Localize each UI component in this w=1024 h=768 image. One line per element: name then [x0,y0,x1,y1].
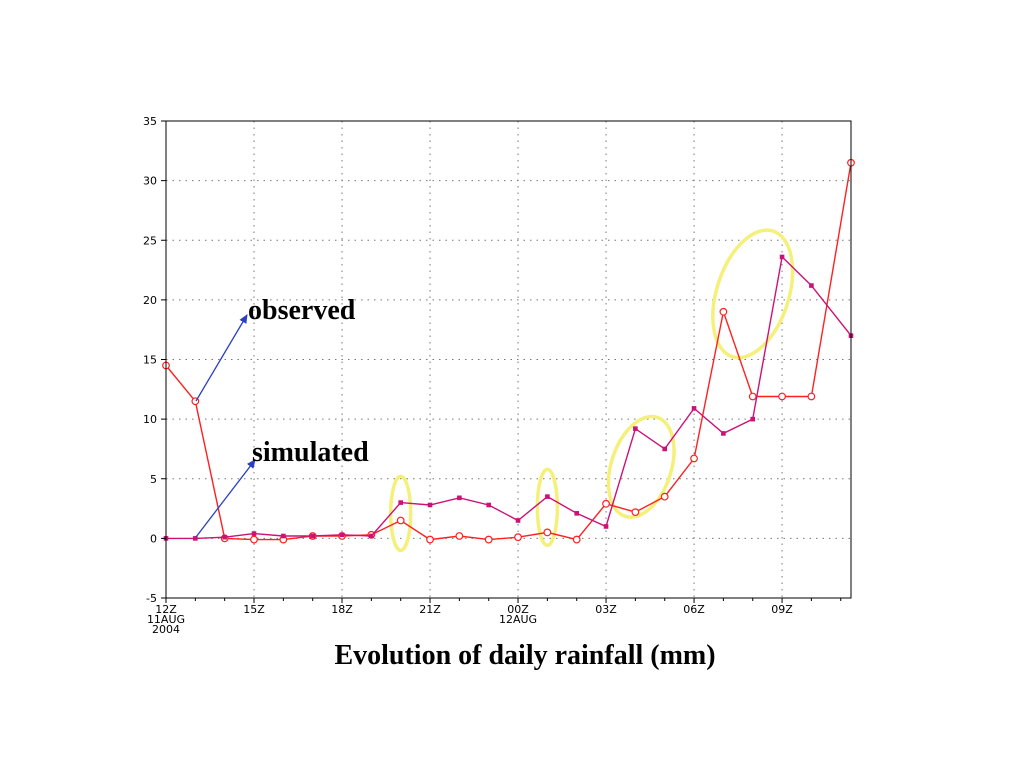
y-tick-label: -5 [146,592,157,605]
simulated-point [251,531,257,536]
annotation-arrow-observed [195,314,248,402]
observed-point [602,499,610,508]
simulated-point [750,416,756,422]
observed-point [660,492,669,501]
observed-point [396,516,405,525]
x-tick-label: 03Z [595,603,617,616]
simulated-point [779,254,785,260]
simulated-point [281,533,286,539]
observed-point [778,392,786,401]
simulated-point [427,502,433,508]
annotation-label-simulated: simulated [252,437,369,468]
x-tick-label: 06Z [683,603,705,616]
observed-point [748,392,757,401]
highlight-ellipse [711,228,795,360]
y-tick-label: 15 [143,354,157,367]
y-tick-label: 0 [150,532,157,545]
annotations: observed simulated [195,295,369,538]
y-tick-label: 20 [143,294,157,307]
observed-point [631,508,640,517]
simulated-point [691,406,697,411]
simulated-point [721,431,726,436]
chart-caption: Evolution of daily rainfall (mm) [334,640,716,671]
y-tick-label: 30 [143,175,157,188]
y-tick-label: 35 [143,115,157,128]
simulated-point [545,494,550,499]
x-tick-label: 15Z [243,603,265,616]
annotation-label-observed: observed [248,295,356,326]
observed-point [484,535,493,544]
x-tick-label: 21Z [419,603,441,616]
simulated-point [662,446,668,452]
y-tick-label: 5 [150,473,157,486]
observed-point [543,528,552,537]
annotation-arrow-simulated [195,459,256,538]
observed-point [455,532,464,540]
highlight-ellipse [535,467,560,548]
x-tick-label: 12AUG [499,613,537,626]
x-tick-label: 12Z [155,603,177,616]
x-tick-label: 00Z [507,603,529,616]
x-tick-label: 18Z [331,603,353,616]
simulated-point [574,511,580,516]
simulated-point [457,495,462,501]
grid [166,121,851,598]
y-tick-label: 25 [143,234,157,247]
observed-point [807,392,816,401]
simulated-point [486,502,491,508]
simulated-point [222,534,227,540]
highlight-ellipse [606,414,676,519]
observed-point [514,533,522,542]
observed-point [426,535,434,544]
observed-point [250,535,258,544]
series-line-observed [165,162,852,541]
observed-point [572,535,581,544]
plot-frame [165,120,852,599]
simulated-point [633,426,638,431]
observed-point [719,307,728,316]
series-group [162,158,855,544]
highlight-ellipse [388,474,413,553]
highlight-ellipses [388,228,795,553]
simulated-point [398,500,403,505]
simulated-point [193,536,198,541]
simulated-point [515,518,521,523]
x-tick-label: 11AUG [147,613,185,626]
simulated-point [369,533,374,539]
series-line-simulated [166,255,852,540]
x-tick-label: 2004 [152,623,180,636]
x-tick-label: 09Z [771,603,793,616]
simulated-point [310,533,315,539]
y-tick-label: 10 [143,413,157,426]
simulated-point [809,283,814,288]
simulated-point [339,532,345,538]
simulated-point [603,524,609,529]
observed-point [690,454,698,463]
